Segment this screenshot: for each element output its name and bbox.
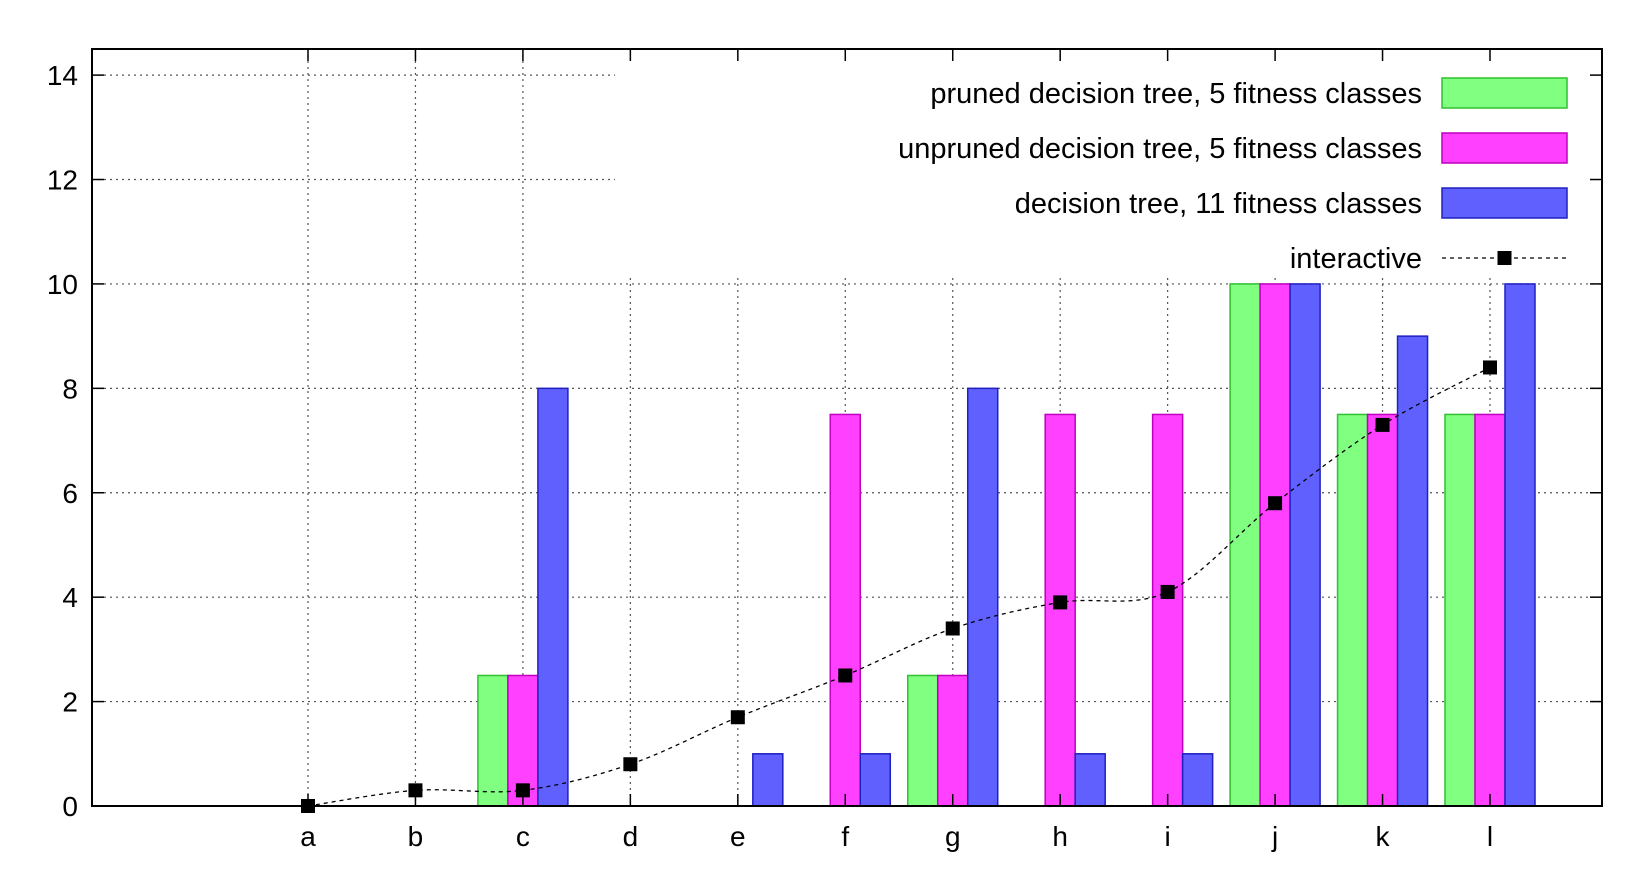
bar-tree-11-j	[1289, 283, 1321, 807]
y-tick-label: 12	[47, 165, 78, 196]
bar-tree-11-f	[859, 753, 892, 807]
bar-pruned-5-g	[906, 674, 939, 807]
bar-tree-11-h	[1074, 753, 1106, 807]
bar-unpruned-5-f	[829, 413, 862, 807]
x-tick-label: c	[516, 821, 530, 852]
interactive-point-g	[945, 621, 960, 636]
bar-pruned-5-c	[477, 674, 509, 807]
legend-label: unpruned decision tree, 5 fitness classe…	[898, 133, 1422, 165]
bar-unpruned-5-g	[936, 674, 969, 807]
bars-layer	[477, 283, 1536, 807]
x-tick-label: e	[730, 821, 746, 852]
interactive-point-i	[1160, 584, 1175, 599]
bar-unpruned-5-j	[1259, 283, 1291, 807]
bar-pruned-5-k	[1336, 413, 1369, 807]
x-tick-label: j	[1271, 821, 1278, 852]
x-tick-label: a	[300, 821, 316, 852]
y-tick-label: 14	[47, 60, 78, 91]
y-tick-label: 6	[62, 478, 78, 509]
bar-pruned-5-j	[1229, 283, 1261, 807]
axis-layer: 0 2 4 6 8 10 12 14 a b c d e f g h i j k l	[47, 48, 1603, 852]
x-tick-label: k	[1376, 821, 1391, 852]
interactive-point-j	[1268, 496, 1283, 511]
legend-swatch	[1441, 77, 1568, 109]
x-tick-label: g	[945, 821, 961, 852]
plot-frame	[91, 48, 1603, 807]
interactive-point-h	[1053, 595, 1068, 610]
interactive-point-k	[1375, 417, 1390, 432]
y-tick-label: 8	[62, 373, 78, 404]
x-tick-label: d	[623, 821, 639, 852]
legend-label: pruned decision tree, 5 fitness classes	[930, 78, 1422, 110]
y-tick-label: 2	[62, 687, 78, 718]
bar-unpruned-5-h	[1044, 413, 1076, 807]
x-tick-label: f	[841, 821, 849, 852]
interactive-point-e	[730, 710, 745, 725]
bar-tree-11-c	[537, 387, 569, 807]
bar-tree-11-i	[1181, 753, 1214, 807]
x-tick-label: i	[1165, 821, 1171, 852]
interactive-point-d	[623, 757, 638, 772]
y-tick-label: 10	[47, 269, 78, 300]
x-tick-label: l	[1487, 821, 1493, 852]
bar-unpruned-5-k	[1366, 413, 1399, 807]
interactive-series-layer	[301, 360, 1497, 813]
bar-pruned-5-l	[1444, 413, 1476, 807]
interactive-point-c	[515, 783, 530, 798]
bar-tree-11-e	[752, 753, 784, 807]
bar-tree-11-k	[1396, 335, 1429, 807]
legend: pruned decision tree, 5 fitness classes u…	[898, 77, 1568, 275]
legend-label: interactive	[1290, 243, 1422, 275]
interactive-point-f	[838, 668, 853, 683]
bar-tree-11-l	[1504, 283, 1536, 807]
legend-point-sample	[1497, 251, 1512, 265]
bar-unpruned-5-l	[1474, 413, 1506, 807]
legend-swatch	[1441, 187, 1568, 219]
interactive-point-b	[408, 783, 423, 798]
legend-label: decision tree, 11 fitness classes	[1015, 188, 1422, 220]
y-tick-label: 4	[62, 582, 78, 613]
interactive-point-l	[1483, 360, 1497, 375]
legend-swatch	[1441, 132, 1568, 164]
y-tick-label: 0	[62, 791, 78, 822]
bar-unpruned-5-i	[1151, 413, 1184, 807]
x-tick-label: b	[408, 821, 424, 852]
x-tick-label: h	[1052, 821, 1068, 852]
bar-tree-11-g	[966, 387, 999, 807]
